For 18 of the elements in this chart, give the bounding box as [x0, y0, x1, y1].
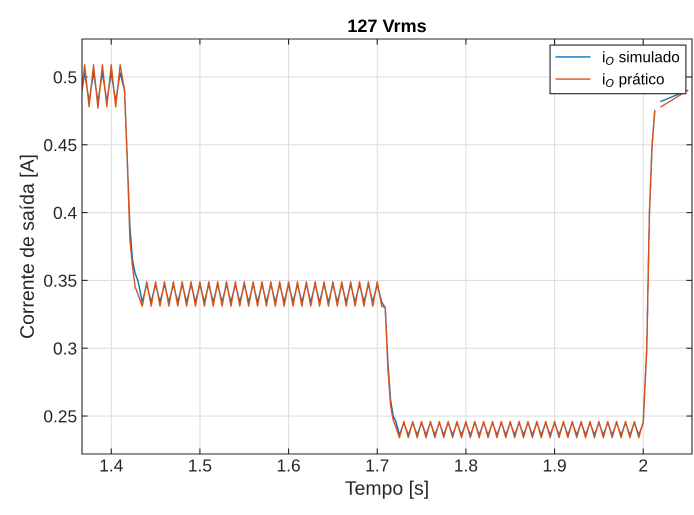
x-tick-label: 2 — [639, 459, 648, 472]
x-tick-label: 1.9 — [544, 459, 566, 472]
legend-label: i$_{O}$ simulado — [603, 51, 680, 65]
chart-title: 127 Vrms — [348, 19, 426, 32]
legend-label: i$_{O}$ prático — [603, 73, 664, 88]
x-tick-label: 1.5 — [189, 460, 212, 472]
y-tick-label: 0.45 — [44, 138, 76, 152]
y-tick-label: 0.35 — [44, 274, 76, 287]
y-tick-label: 0.5 — [54, 71, 76, 84]
x-tick-label: 1.8 — [455, 459, 478, 472]
y-tick-label: 0.4 — [54, 206, 77, 220]
y-tick-label: 0.3 — [54, 342, 76, 355]
x-tick-label: 1.7 — [366, 460, 388, 472]
x-axis-title: Tempo [s] — [345, 480, 428, 499]
x-tick-label: 1.4 — [100, 460, 123, 472]
x-tick-label: 1.6 — [278, 459, 300, 472]
y-tick-label: 0.25 — [44, 410, 76, 422]
y-axis-title: Corrente de saída [A] — [19, 155, 38, 338]
